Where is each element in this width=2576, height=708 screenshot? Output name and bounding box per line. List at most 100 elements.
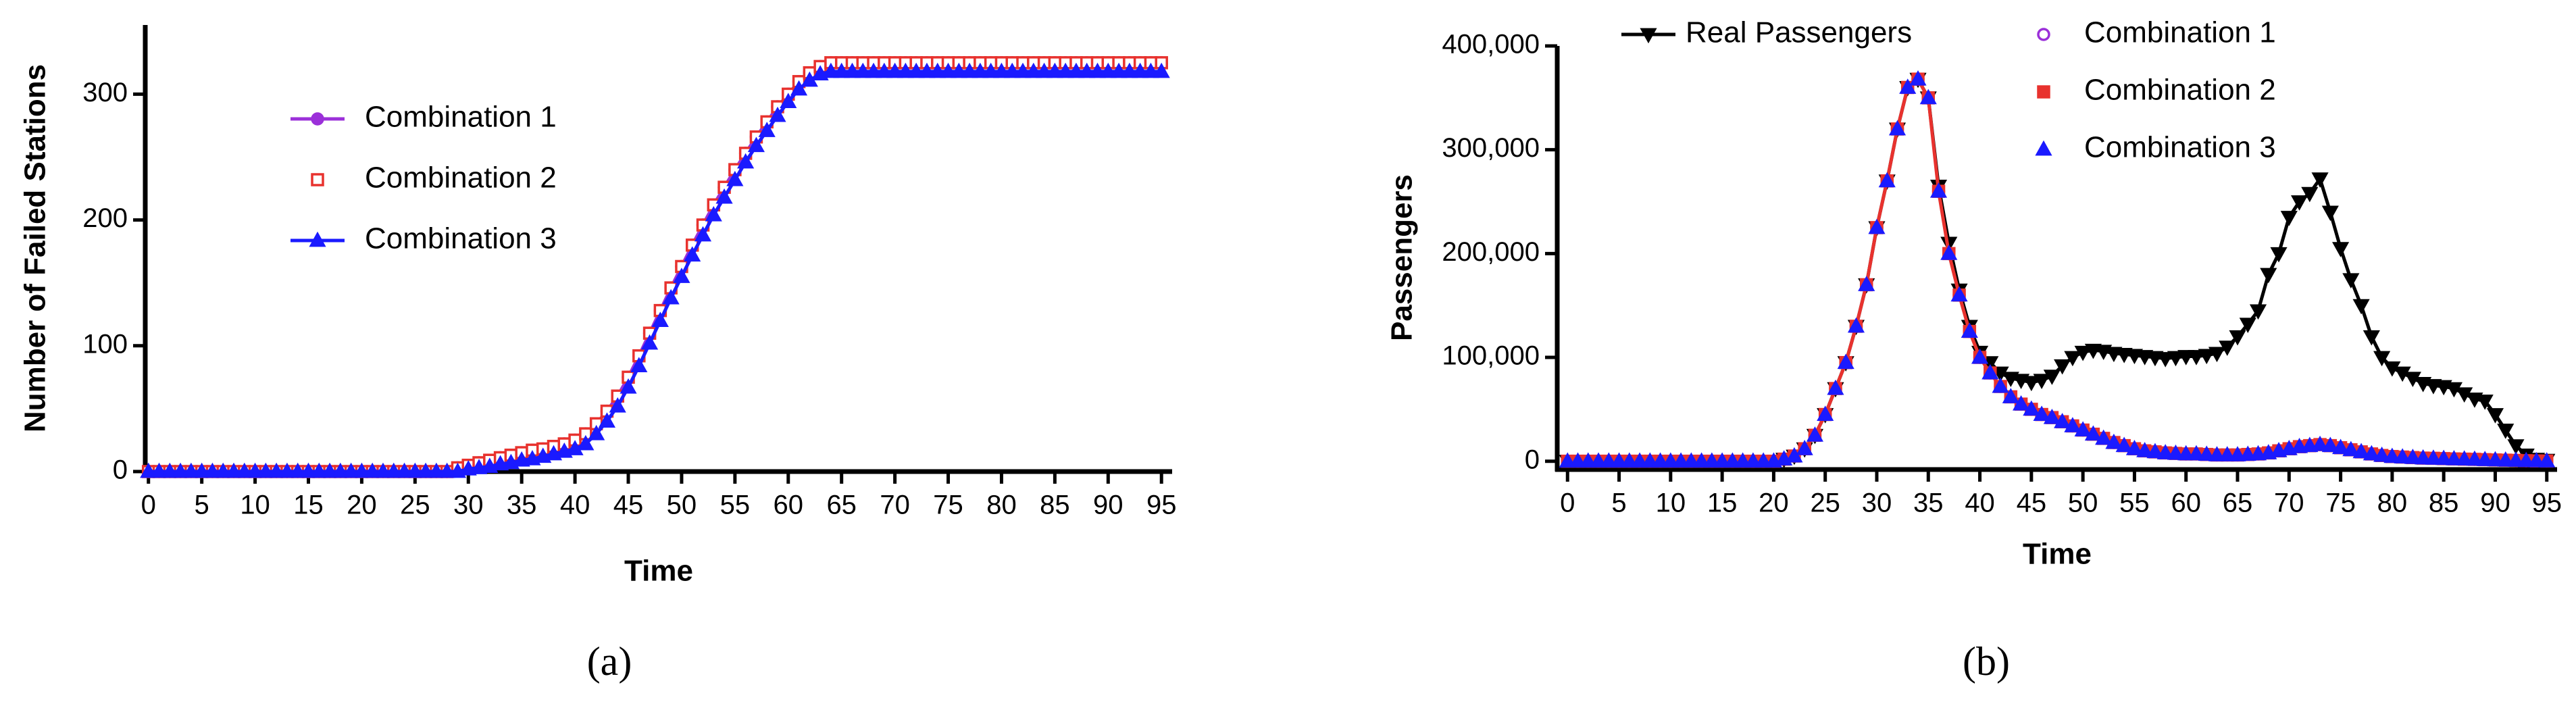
legend-marker [309, 231, 326, 247]
marker [2064, 351, 2081, 367]
marker [2342, 440, 2360, 457]
marker [1899, 78, 1917, 94]
marker [2177, 445, 2195, 461]
marker [513, 451, 530, 467]
marker [2507, 451, 2525, 467]
x-tick-label: 40 [1965, 488, 1995, 518]
marker [715, 188, 733, 204]
marker [2425, 379, 2442, 395]
marker [1590, 452, 1607, 468]
marker [2105, 433, 2123, 449]
marker [193, 462, 211, 478]
marker [705, 205, 722, 222]
marker [1929, 182, 1948, 198]
marker [492, 455, 509, 471]
marker [939, 62, 957, 78]
legend-label: Real Passengers [1686, 16, 1912, 49]
marker [1110, 62, 1128, 78]
marker [1981, 363, 1999, 380]
marker [2435, 449, 2452, 465]
marker [2208, 347, 2226, 363]
legend-label: Combination 1 [2084, 16, 2276, 49]
marker [2208, 446, 2226, 461]
x-tick-label: 20 [1759, 488, 1789, 518]
marker [2363, 445, 2380, 461]
marker [161, 462, 178, 478]
marker [577, 434, 595, 451]
legend-label: Combination 2 [2084, 74, 2276, 107]
marker [374, 462, 392, 478]
marker [2466, 450, 2483, 466]
marker [790, 80, 808, 96]
marker [203, 462, 222, 478]
marker [2301, 436, 2319, 453]
marker [2290, 437, 2308, 453]
marker [609, 397, 626, 413]
marker [1641, 452, 1659, 468]
x-axis-title: Time [624, 555, 693, 588]
marker [2497, 424, 2515, 439]
marker [2033, 405, 2050, 421]
marker [662, 288, 680, 305]
marker [1600, 452, 1617, 468]
marker [1662, 452, 1680, 468]
x-tick-label: 15 [1707, 488, 1738, 518]
x-tick-label: 10 [1656, 488, 1686, 518]
marker [620, 378, 637, 394]
marker [395, 462, 413, 478]
x-tick-label: 80 [2377, 488, 2408, 518]
x-tick-label: 40 [560, 490, 590, 520]
marker [225, 462, 243, 478]
marker [1559, 452, 1576, 468]
marker [2188, 350, 2205, 365]
marker [780, 93, 797, 109]
marker [992, 62, 1011, 78]
x-axis-title: Time [2023, 538, 2092, 571]
marker [2311, 435, 2329, 451]
marker [1754, 452, 1772, 468]
marker [1806, 426, 1824, 442]
marker [598, 412, 616, 428]
marker [2167, 444, 2185, 460]
marker [673, 268, 690, 283]
series-line [148, 61, 1162, 474]
marker [299, 462, 318, 478]
marker [363, 462, 381, 478]
marker [1971, 348, 1989, 364]
marker [2352, 442, 2370, 459]
marker [1682, 452, 1700, 468]
marker [428, 462, 445, 478]
caption: (a) [587, 639, 632, 684]
x-tick-label: 30 [453, 490, 484, 520]
marker [2146, 351, 2164, 367]
marker [459, 460, 477, 476]
marker [2023, 376, 2040, 392]
marker [1014, 62, 1032, 78]
marker [2517, 451, 2535, 467]
marker [2229, 446, 2246, 461]
legend-marker [2035, 140, 2052, 156]
marker [1672, 452, 1690, 468]
marker [150, 462, 168, 478]
marker [2445, 450, 2463, 465]
x-tick-label: 50 [2068, 488, 2098, 518]
marker [310, 462, 328, 478]
marker [1786, 447, 1803, 463]
marker [385, 462, 403, 478]
marker [2013, 395, 2030, 411]
marker [1734, 452, 1752, 468]
marker [1132, 62, 1149, 78]
marker [1067, 62, 1085, 78]
x-tick-label: 75 [933, 490, 963, 520]
series-line [1567, 76, 2547, 463]
marker [2239, 445, 2256, 461]
x-tick-label: 80 [986, 490, 1017, 520]
marker [1121, 62, 1138, 78]
marker [2363, 330, 2380, 346]
marker [588, 424, 605, 440]
marker [2486, 408, 2504, 424]
series-line [1567, 76, 2547, 463]
marker [1036, 62, 1053, 78]
x-tick-label: 70 [2274, 488, 2304, 518]
